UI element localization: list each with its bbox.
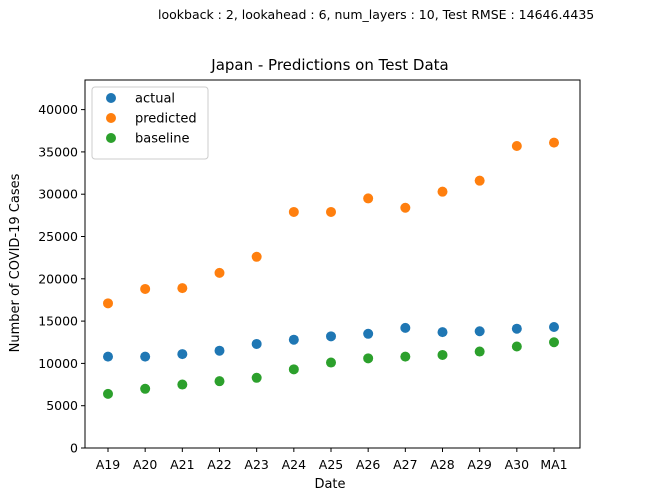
legend-marker-predicted [106,113,116,123]
point-predicted [177,283,188,294]
legend-marker-baseline [106,133,116,143]
point-baseline [400,351,411,362]
point-predicted [511,140,522,151]
point-baseline [474,346,485,357]
point-actual [363,328,374,339]
x-tick-label: A27 [393,457,417,472]
y-tick-label: 35000 [38,144,78,159]
legend-box [91,86,209,160]
y-tick-label: 10000 [38,356,78,371]
point-actual [511,323,522,334]
x-tick-label: A28 [430,457,455,472]
point-predicted [214,267,225,278]
legend: actual predicted baseline [91,86,209,160]
x-tick-label: A25 [319,457,343,472]
plot-frame [84,79,581,449]
point-baseline [214,376,225,387]
point-actual [437,327,448,338]
point-baseline [363,353,374,364]
x-tick-label: A22 [207,457,231,472]
x-tick-label: MA1 [540,457,567,472]
point-baseline [511,341,522,352]
y-axis-label: Number of COVID-19 Cases [8,173,23,352]
x-tick-label: A24 [282,457,307,472]
point-actual [549,322,559,333]
x-tick-label: A29 [467,457,492,472]
point-actual [251,338,262,349]
x-tick-label: A23 [244,457,268,472]
y-tick-label: 40000 [38,102,78,117]
y-tick-label: 0 [70,441,78,456]
x-tick-label: A26 [356,457,381,472]
point-predicted [549,137,559,148]
point-baseline [326,357,336,368]
y-tick-label: 20000 [38,271,78,286]
data-points [103,137,559,399]
y-axis-ticks: 0 5000 10000 15000 20000 25000 30000 35000 40000 [38,102,85,456]
x-axis-label: Date [314,477,345,492]
legend-marker-actual [106,93,116,103]
point-predicted [437,186,448,197]
legend-label-actual: actual [135,92,175,107]
x-tick-label: A19 [96,457,121,472]
x-tick-label: A30 [505,457,530,472]
figure-suptitle: lookback : 2, lookahead : 6, num_layers … [158,7,595,22]
legend-label-predicted: predicted [135,112,197,127]
point-actual [288,334,299,345]
point-baseline [177,379,188,390]
point-predicted [288,206,299,217]
point-actual [177,349,188,360]
point-baseline [549,337,559,348]
x-tick-label: A20 [133,457,158,472]
point-actual [326,331,336,342]
point-predicted [140,283,151,294]
point-predicted [400,202,411,213]
legend-label-baseline: baseline [135,132,189,147]
point-actual [103,351,113,362]
point-actual [140,351,151,362]
x-axis-ticks: A19 A20 A21 A22 A23 A24 A25 A26 A27 A28 A29 A30 MA1 [96,448,568,472]
point-actual [214,345,225,356]
point-baseline [251,372,262,383]
chart-title: Japan - Predictions on Test Data [210,56,448,74]
x-tick-label: A21 [170,457,194,472]
point-predicted [363,193,374,204]
y-tick-label: 5000 [46,398,78,413]
point-predicted [474,175,485,186]
point-predicted [251,251,262,262]
y-tick-label: 15000 [38,314,78,329]
point-baseline [103,388,113,399]
y-tick-label: 25000 [38,229,78,244]
point-actual [474,326,485,337]
point-predicted [326,206,336,217]
point-actual [400,322,411,333]
y-tick-label: 30000 [38,187,78,202]
point-predicted [103,298,113,309]
point-baseline [437,349,448,360]
point-baseline [140,383,151,394]
point-baseline [288,364,299,375]
